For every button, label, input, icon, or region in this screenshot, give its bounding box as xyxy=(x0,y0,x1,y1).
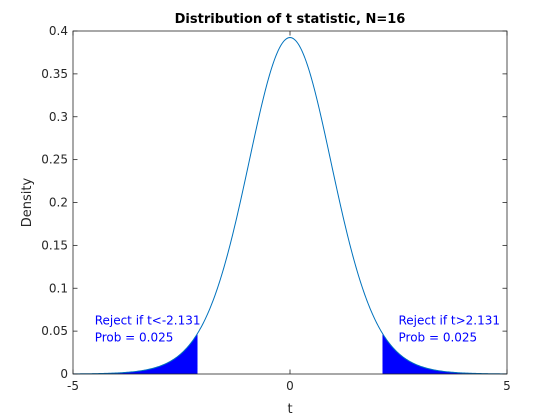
left-rejection-annotation: Reject if t<-2.131 Prob = 0.025 xyxy=(95,314,201,345)
right-rejection-annotation: Reject if t>2.131 Prob = 0.025 xyxy=(399,314,501,345)
chart-title: Distribution of t statistic, N=16 xyxy=(175,12,406,27)
labels: Distribution of t statistic, N=16 t Dens… xyxy=(20,12,405,417)
annotation-line: Prob = 0.025 xyxy=(399,331,478,345)
y-tick-label: 0.4 xyxy=(49,24,68,38)
annotation-line: Reject if t>2.131 xyxy=(399,314,501,328)
y-axis-label: Density xyxy=(20,177,35,227)
x-tick-label: -5 xyxy=(67,379,79,393)
y-tick-label: 0.35 xyxy=(41,67,68,81)
x-tick-label: 5 xyxy=(503,379,511,393)
x-tick-label: 0 xyxy=(286,379,294,393)
annotation-line: Prob = 0.025 xyxy=(95,331,174,345)
density-curve xyxy=(72,37,508,375)
y-tick-label: 0.1 xyxy=(49,281,68,295)
density-curve-layer xyxy=(72,37,508,375)
y-tick-label: 0.2 xyxy=(49,196,68,210)
y-tick-label: 0.05 xyxy=(41,324,68,338)
y-tick-label: 0.3 xyxy=(49,110,68,124)
x-axis-label: t xyxy=(287,402,292,417)
y-tick-label: 0.15 xyxy=(41,238,68,252)
y-tick-label: 0.25 xyxy=(41,153,68,167)
annotation-line: Reject if t<-2.131 xyxy=(95,314,201,328)
y-tick-label: 0 xyxy=(60,367,68,381)
ticks: -5 0 500.050.10.150.20.250.30.350.4 xyxy=(41,24,511,393)
